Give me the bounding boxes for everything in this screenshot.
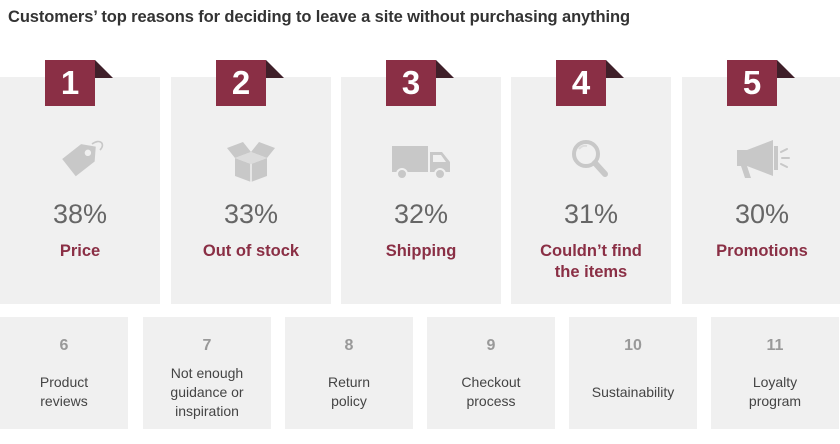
reason-label: Not enough guidance or inspiration <box>170 364 244 419</box>
other-reason-card-9: 9 Checkout process <box>427 317 555 429</box>
rank-number: 6 <box>59 337 69 354</box>
reason-label: Product reviews <box>39 374 89 409</box>
rank-number: 10 <box>624 337 642 354</box>
other-reason-card-7: 7 Not enough guidance or inspiration <box>143 317 271 429</box>
reason-label: Shipping <box>385 242 457 260</box>
rank-badge-fold <box>266 60 284 78</box>
percent-value: 38% <box>52 199 108 229</box>
rank-badge: 4 <box>556 60 606 106</box>
other-reason-card-8: 8 Return policy <box>285 317 413 429</box>
reason-card-1: 1 38% Price <box>0 60 160 304</box>
reason-label: Sustainability <box>591 383 675 400</box>
rank-number: 7 <box>202 337 212 354</box>
reason-label: Loyalty program <box>748 374 802 409</box>
magnifier-icon <box>555 135 627 183</box>
percent-value: 33% <box>223 199 279 229</box>
other-reason-card-11: 11 Loyalty program <box>711 317 839 429</box>
reason-card-3: 3 32% Shipping <box>341 60 501 304</box>
reason-label: Return policy <box>327 374 371 409</box>
rank-number: 11 <box>766 337 784 354</box>
rank-badge: 5 <box>727 60 777 106</box>
rank-badge-fold <box>777 60 795 78</box>
rank-badge: 2 <box>216 60 266 106</box>
rank-badge-fold <box>606 60 624 78</box>
price-tag-icon <box>44 135 116 183</box>
percent-value: 32% <box>393 199 449 229</box>
reason-label: Checkout process <box>461 374 521 409</box>
other-reason-card-10: 10 Sustainability <box>569 317 697 429</box>
rank-badge: 3 <box>386 60 436 106</box>
reason-card-2: 2 33% Out of stock <box>171 60 331 304</box>
rank-number: 8 <box>344 337 354 354</box>
reason-card-4: 4 31% Couldn’t find the items <box>511 60 671 304</box>
reason-card-5: 5 30% Promotions <box>682 60 840 304</box>
rank-badge: 1 <box>45 60 95 106</box>
reason-label: Promotions <box>716 242 808 260</box>
rank-badge-fold <box>95 60 113 78</box>
percent-value: 31% <box>563 199 619 229</box>
rank-number: 9 <box>486 337 496 354</box>
megaphone-icon <box>726 135 798 183</box>
delivery-truck-icon <box>385 135 457 183</box>
reason-label: Out of stock <box>202 242 300 260</box>
percent-value: 30% <box>734 199 790 229</box>
reason-label: Couldn’t find the items <box>540 242 642 281</box>
rank-badge-fold <box>436 60 454 78</box>
page-title: Customers’ top reasons for deciding to l… <box>8 8 630 26</box>
reason-label: Price <box>59 242 101 260</box>
other-reason-card-6: 6 Product reviews <box>0 317 128 429</box>
open-box-icon <box>215 135 287 183</box>
